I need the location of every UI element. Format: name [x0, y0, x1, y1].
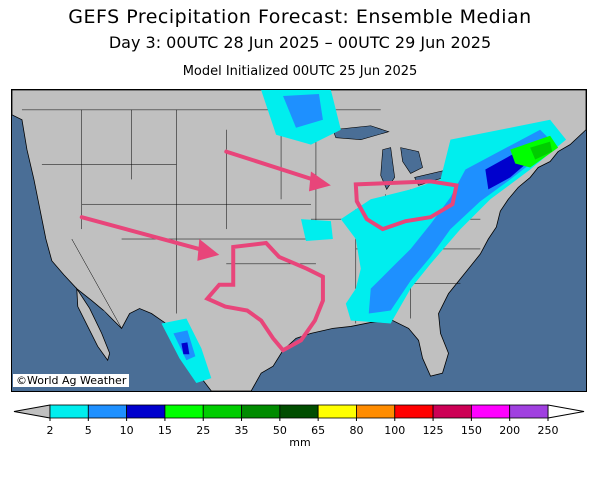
valid-period: Day 3: 00UTC 28 Jun 2025 – 00UTC 29 Jun … [108, 33, 492, 52]
init-time: Model Initialized 00UTC 25 Jun 2025 [182, 64, 418, 79]
color-legend: 2 5 10 15 25 35 50 65 80 100 125 150 200 250 [13, 404, 585, 437]
legend-swatch [470, 404, 511, 419]
map-title: GEFS Precipitation Forecast: Ensemble Me… [68, 6, 532, 28]
precip-shading [161, 90, 567, 384]
legend-swatch [279, 404, 319, 419]
land [12, 90, 586, 391]
legend-tick-label: 5 [85, 424, 92, 437]
legend-tick-label: 50 [273, 424, 287, 437]
legend-tick-label: 100 [384, 424, 405, 437]
arrow-midwest [224, 149, 321, 184]
baja [76, 287, 111, 362]
legend-swatch [356, 404, 396, 419]
legend-tick-label: 10 [120, 424, 134, 437]
legend-swatch [87, 404, 128, 419]
legend-swatch [394, 404, 434, 419]
legend-swatch [241, 404, 281, 419]
legend-swatch [202, 404, 242, 419]
legend-swatch [509, 404, 549, 419]
outline-texas [204, 240, 325, 353]
legend-tick-label: 200 [499, 424, 520, 437]
legend-tick-label: 250 [538, 424, 559, 437]
legend-swatch [432, 404, 472, 419]
annotations [79, 149, 459, 353]
legend-swatch [164, 404, 204, 419]
legend-below-range [13, 404, 51, 419]
legend-tick-label: 2 [47, 424, 54, 437]
legend-swatch [126, 404, 166, 419]
outline-midwest [353, 179, 459, 232]
arrow-texas [79, 215, 209, 253]
legend-tick-label: 150 [461, 424, 482, 437]
legend-tick-label: 80 [349, 424, 363, 437]
legend-swatch [49, 404, 89, 419]
legend-swatch [317, 404, 357, 419]
arrowheads [197, 171, 331, 261]
legend-units: mm [289, 436, 311, 449]
legend-tick-label: 25 [196, 424, 210, 437]
legend-tick-label: 125 [423, 424, 444, 437]
legend-tick-label: 35 [235, 424, 249, 437]
precip-map [11, 89, 587, 392]
credit-label: ©World Ag Weather [13, 374, 130, 387]
legend-tick-label: 15 [158, 424, 172, 437]
legend-tick-label: 65 [311, 424, 325, 437]
legend-above-range [547, 404, 585, 419]
gulf-of-california [99, 310, 124, 351]
